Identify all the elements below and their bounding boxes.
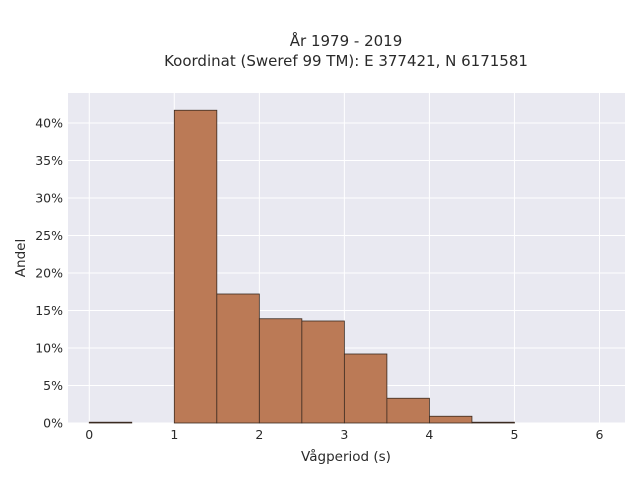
y-tick-label: 30% [35, 191, 63, 206]
y-tick-label: 20% [35, 266, 63, 281]
x-tick-label: 2 [255, 427, 263, 442]
y-axis-label: Andel [13, 239, 29, 277]
histogram-bar [471, 421, 515, 424]
x-tick-label: 3 [340, 427, 348, 442]
x-axis-label: Vågperiod (s) [301, 448, 391, 465]
y-tick-label: 5% [43, 378, 63, 393]
histogram-bar [386, 397, 430, 424]
x-tick-label: 6 [596, 427, 604, 442]
chart-title-line-2: Koordinat (Sweref 99 TM): E 377421, N 61… [164, 52, 528, 70]
histogram-bar [216, 293, 260, 424]
histogram-bars [88, 109, 515, 424]
histogram-bar [301, 320, 345, 424]
y-tick-label: 40% [35, 116, 63, 131]
x-axis-ticks: 0 1 2 3 4 5 6 [85, 427, 603, 442]
grid-lines [68, 93, 625, 424]
x-tick-label: 4 [425, 427, 433, 442]
chart-title-line-1: År 1979 - 2019 [290, 31, 403, 50]
y-tick-label: 10% [35, 341, 63, 356]
y-tick-label: 35% [35, 153, 63, 168]
histogram-bar [88, 421, 133, 424]
y-tick-label: 0% [43, 416, 63, 431]
y-tick-label: 25% [35, 228, 63, 243]
histogram-bar [343, 353, 388, 424]
histogram-bar [429, 415, 473, 424]
y-axis-ticks: 0% 5% 10% 15% 20% 25% 30% 35% 40% [35, 116, 63, 431]
y-tick-label: 15% [35, 303, 63, 318]
x-tick-label: 1 [170, 427, 178, 442]
x-tick-label: 5 [510, 427, 518, 442]
x-tick-label: 0 [85, 427, 93, 442]
histogram-bar [173, 109, 218, 424]
histogram-bar [258, 318, 303, 424]
